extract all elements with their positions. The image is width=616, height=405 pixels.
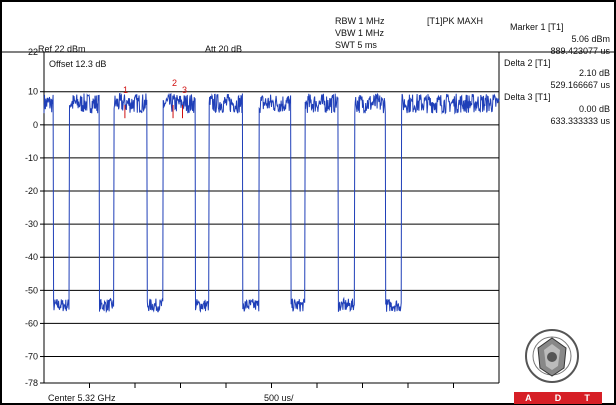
marker1-time: 889.423077 us xyxy=(550,46,610,56)
y-tick-label: -10 xyxy=(25,153,38,163)
y-tick-label: -40 xyxy=(25,252,38,262)
ref-level-label: Ref 22 dBm xyxy=(38,44,86,54)
delta2-title: Delta 2 [T1] xyxy=(504,58,551,68)
adt-logo: A D T xyxy=(514,392,602,404)
y-tick-label: -50 xyxy=(25,285,38,295)
swt-label: SWT 5 ms xyxy=(335,40,377,50)
marker-marks xyxy=(124,104,184,119)
bureau-veritas-logo-icon xyxy=(525,329,579,383)
grid xyxy=(2,51,614,384)
y-tick-label: -78 xyxy=(25,378,38,388)
y-tick-label: 10 xyxy=(28,87,38,97)
y-tick-labels: 22 10 0 -10 -20 -30 -40 -50 -60 -70 -78 xyxy=(25,47,38,388)
marker-2-label: 2 xyxy=(172,78,178,88)
marker-3-label: 3 xyxy=(182,85,188,95)
y-tick-label: 0 xyxy=(33,120,38,130)
trace-line xyxy=(43,92,500,314)
center-frequency-label: Center 5.32 GHz xyxy=(48,393,116,403)
adt-letter-d: D xyxy=(554,393,563,403)
delta3-level: 0.00 dB xyxy=(578,104,610,114)
offset-label: Offset 12.3 dB xyxy=(49,59,107,69)
vbw-label: VBW 1 MHz xyxy=(335,28,385,38)
rbw-label: RBW 1 MHz xyxy=(335,16,385,26)
delta3-time: 633.333333 us xyxy=(550,116,610,126)
delta3-title: Delta 3 [T1] xyxy=(504,92,551,102)
adt-letter-a: A xyxy=(525,393,533,403)
y-tick-label: -60 xyxy=(25,318,38,328)
span-per-division-label: 500 us/ xyxy=(264,393,294,403)
y-tick-label: -20 xyxy=(25,186,38,196)
attenuation-label: Att 20 dB xyxy=(205,44,243,54)
y-tick-label: -30 xyxy=(25,219,38,229)
marker-1-label: 1 xyxy=(123,85,129,95)
y-tick-label: -70 xyxy=(25,352,38,362)
x-ticks xyxy=(89,383,454,388)
delta2-time: 529.166667 us xyxy=(550,80,610,90)
marker1-level: 5.06 dBm xyxy=(571,34,610,44)
adt-letter-t: T xyxy=(584,393,591,403)
y-tick-label: 22 xyxy=(28,47,38,57)
delta2-level: 2.10 dB xyxy=(578,68,610,78)
trace-mode-label: [T1]PK MAXH xyxy=(427,16,484,26)
marker1-title: Marker 1 [T1] xyxy=(510,22,564,32)
